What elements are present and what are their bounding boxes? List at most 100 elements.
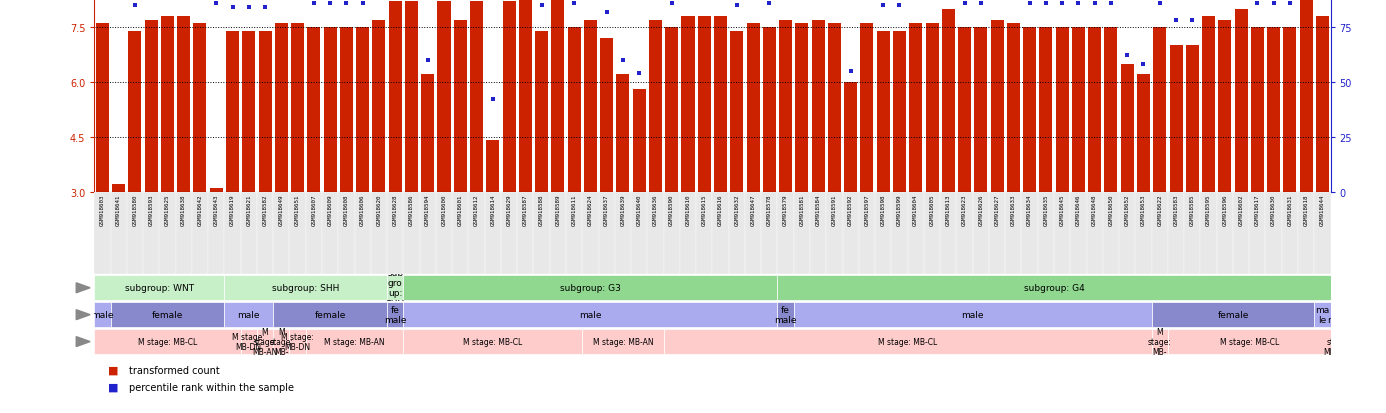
- Bar: [177, 17, 190, 301]
- Bar: [387, 192, 403, 275]
- Text: GSM918623: GSM918623: [962, 195, 967, 226]
- Text: GSM918598: GSM918598: [880, 195, 886, 226]
- Point: [970, 0, 992, 7]
- Text: GSM918599: GSM918599: [897, 195, 902, 226]
- Bar: [1331, 276, 1347, 300]
- Bar: [958, 28, 972, 301]
- Point: [1149, 0, 1171, 7]
- Text: ma
le: ma le: [1315, 305, 1329, 325]
- Text: GSM918644: GSM918644: [1319, 195, 1325, 226]
- Bar: [1218, 21, 1231, 301]
- Bar: [1119, 192, 1135, 275]
- Bar: [1200, 192, 1217, 275]
- Bar: [1299, 192, 1314, 275]
- Text: GSM918624: GSM918624: [588, 195, 593, 226]
- Bar: [403, 276, 778, 300]
- Point: [920, 0, 942, 3]
- Bar: [552, 0, 564, 301]
- Text: GSM918627: GSM918627: [995, 195, 999, 226]
- Text: GSM918606: GSM918606: [360, 195, 365, 226]
- Bar: [664, 192, 681, 275]
- Bar: [241, 330, 256, 354]
- Bar: [111, 192, 126, 275]
- Bar: [909, 24, 922, 301]
- Text: GSM918610: GSM918610: [686, 195, 690, 226]
- Text: male: male: [962, 311, 984, 319]
- Point: [1002, 0, 1024, 3]
- Bar: [1234, 192, 1249, 275]
- Point: [1132, 62, 1155, 69]
- Point: [1116, 53, 1138, 59]
- Bar: [1202, 17, 1216, 301]
- Text: GSM918617: GSM918617: [1254, 195, 1260, 226]
- Bar: [486, 141, 499, 301]
- Bar: [1314, 303, 1331, 327]
- Bar: [1053, 192, 1070, 275]
- Text: GSM918609: GSM918609: [327, 195, 333, 226]
- Bar: [761, 192, 778, 275]
- Point: [563, 0, 585, 7]
- Text: GSM918640: GSM918640: [636, 195, 642, 226]
- Bar: [1023, 28, 1037, 301]
- Point: [417, 57, 439, 64]
- Bar: [371, 192, 387, 275]
- Text: GSM918605: GSM918605: [930, 195, 934, 226]
- Text: M stage: MB-CL: M stage: MB-CL: [463, 337, 523, 346]
- Text: sub
gro
up:
N/A: sub gro up: N/A: [1331, 268, 1347, 308]
- Text: GSM918590: GSM918590: [669, 195, 674, 226]
- Bar: [453, 21, 467, 301]
- Bar: [306, 330, 403, 354]
- Bar: [1282, 192, 1299, 275]
- Bar: [908, 192, 924, 275]
- Point: [531, 3, 553, 9]
- Bar: [1087, 192, 1103, 275]
- Bar: [94, 303, 111, 327]
- Point: [335, 0, 358, 7]
- Text: GSM918651: GSM918651: [295, 195, 301, 226]
- Point: [123, 3, 146, 9]
- Bar: [875, 192, 891, 275]
- Text: GSM918652: GSM918652: [1124, 195, 1130, 226]
- Text: GSM918633: GSM918633: [1010, 195, 1016, 226]
- Point: [1067, 0, 1089, 7]
- Bar: [111, 303, 225, 327]
- Bar: [747, 24, 760, 301]
- Bar: [877, 31, 890, 301]
- Bar: [403, 192, 420, 275]
- Text: GSM918601: GSM918601: [457, 195, 463, 226]
- Text: GSM918593: GSM918593: [148, 195, 154, 226]
- Text: GSM918613: GSM918613: [945, 195, 951, 226]
- Bar: [535, 31, 547, 301]
- Point: [758, 0, 780, 7]
- Text: M stage: MB-CL: M stage: MB-CL: [137, 337, 197, 346]
- Text: M stage: MB-AN: M stage: MB-AN: [593, 337, 653, 346]
- Bar: [517, 192, 534, 275]
- Bar: [827, 24, 841, 301]
- Bar: [1070, 192, 1087, 275]
- Bar: [681, 192, 696, 275]
- Bar: [1005, 192, 1021, 275]
- Bar: [744, 192, 761, 275]
- Bar: [129, 31, 141, 301]
- Text: GSM918619: GSM918619: [230, 195, 236, 226]
- Text: M stage:
MB-DN: M stage: MB-DN: [233, 332, 265, 351]
- Bar: [355, 192, 371, 275]
- Point: [1246, 0, 1268, 7]
- Bar: [290, 330, 306, 354]
- Bar: [308, 28, 320, 301]
- Point: [91, 0, 114, 3]
- Point: [302, 0, 324, 7]
- Bar: [208, 192, 225, 275]
- Bar: [94, 330, 241, 354]
- Bar: [649, 21, 663, 301]
- Bar: [664, 330, 1152, 354]
- Bar: [176, 192, 191, 275]
- Bar: [403, 303, 778, 327]
- Text: male: male: [237, 311, 261, 319]
- Bar: [1056, 28, 1069, 301]
- Text: GSM918648: GSM918648: [1092, 195, 1098, 226]
- Point: [840, 69, 862, 75]
- Text: subgroup: SHH: subgroup: SHH: [272, 284, 340, 292]
- Bar: [421, 75, 434, 301]
- Bar: [826, 192, 843, 275]
